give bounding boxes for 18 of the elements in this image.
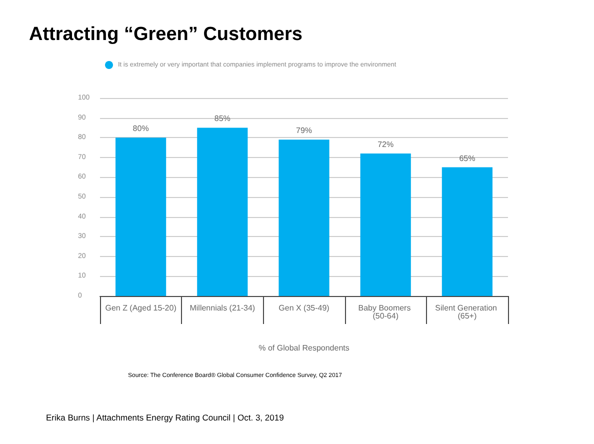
chart-title: Attracting “Green” Customers (29, 24, 302, 45)
bar (278, 140, 330, 296)
bar (116, 138, 166, 296)
data-label: 72% (378, 140, 394, 149)
x-tick-label: Gen X (35-49) (278, 304, 330, 312)
x-tick-label: Baby Boomers (50-64) (358, 304, 413, 320)
x-axis-title: % of Global Respondents (258, 344, 350, 352)
data-label: 80% (132, 124, 149, 134)
data-label: 65% (459, 154, 476, 163)
bar (197, 128, 248, 296)
bar (360, 153, 411, 296)
data-label: 85% (214, 114, 230, 124)
x-tick-label: Silent Generation (65+) (435, 304, 500, 320)
data-label: 79% (296, 126, 312, 136)
text: Erika Burns | Attachments Energy Rating Council | Oct. 3, 2019 (46, 412, 284, 422)
bar (442, 167, 492, 296)
x-tick-label: Millennials (21-34) (190, 304, 256, 312)
x-tick-label: Gen Z (Aged 15-20) (105, 304, 177, 312)
